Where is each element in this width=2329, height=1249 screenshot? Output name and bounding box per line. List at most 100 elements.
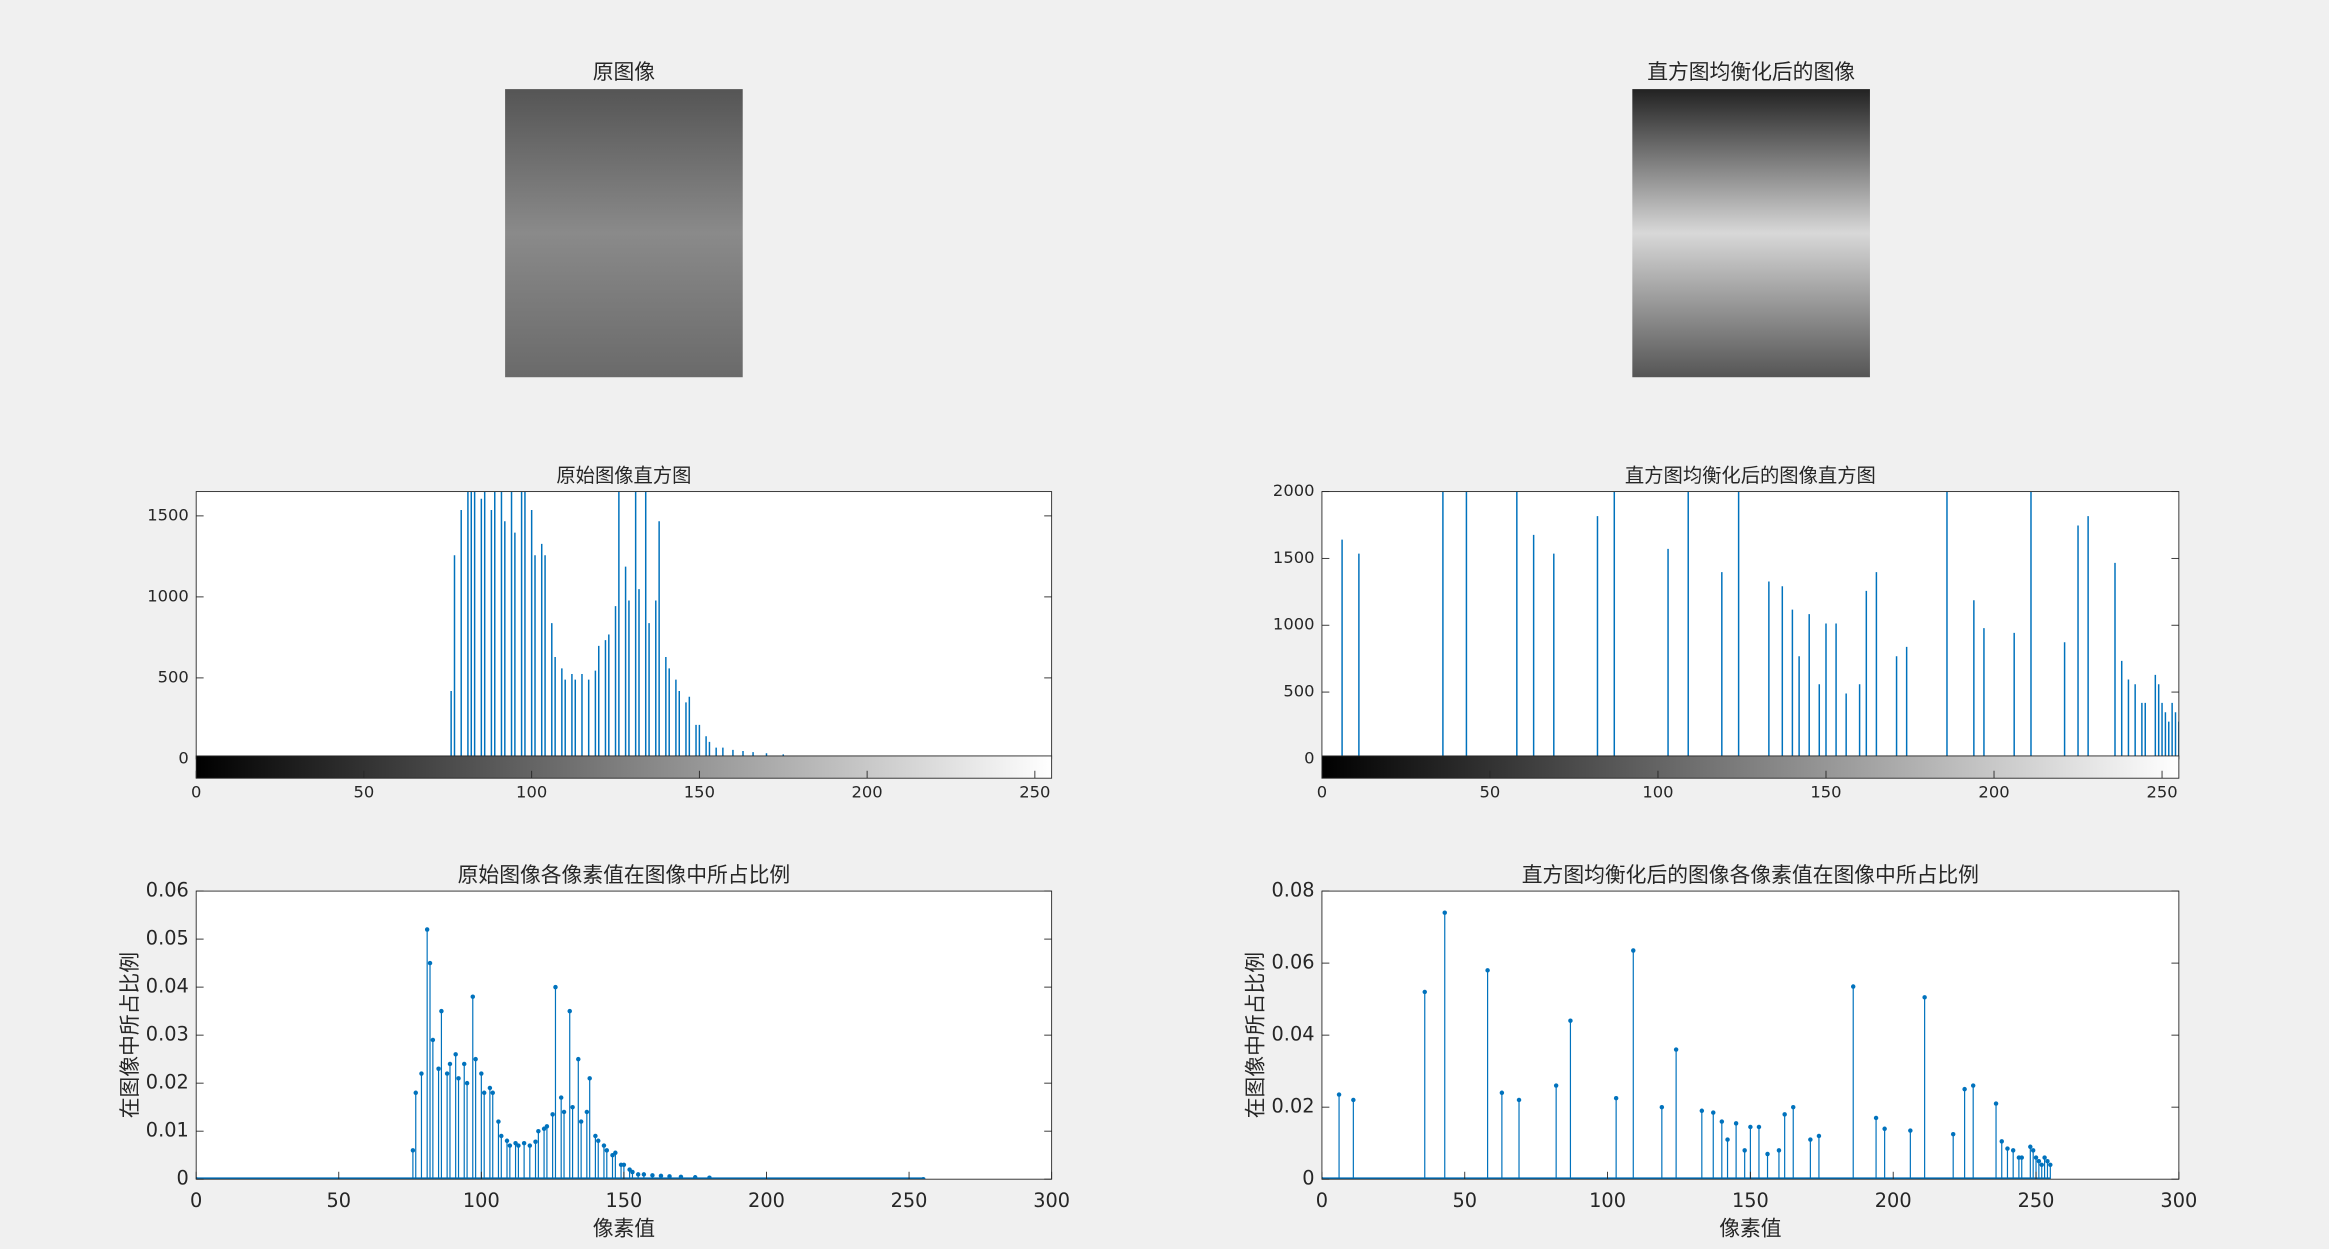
stem-marker: [499, 1133, 504, 1139]
stem-marker: [1553, 1083, 1559, 1088]
stem-marker: [430, 1037, 436, 1043]
x-tick-label: 300: [1033, 1189, 1070, 1212]
x-tick-label: 250: [1019, 783, 1050, 802]
y-tick-label: 1000: [147, 586, 189, 605]
image-title: 直方图均衡化后的图像: [1647, 60, 1855, 84]
x-axis-label: 像素值: [1719, 1217, 1781, 1241]
stem-marker: [593, 1133, 598, 1139]
x-tick-label: 0: [190, 1189, 202, 1212]
stem-marker: [1756, 1124, 1762, 1130]
stem-marker: [667, 1174, 672, 1179]
x-tick-label: 0: [191, 783, 201, 802]
y-tick-label: 0.02: [146, 1071, 189, 1094]
stem-marker: [1321, 1176, 1325, 1180]
stem-marker: [2036, 1158, 2042, 1164]
stem-marker: [1631, 948, 1636, 953]
stem-marker: [604, 1148, 610, 1153]
x-tick-label: 50: [354, 783, 375, 802]
stem-marker: [2033, 1155, 2039, 1160]
x-tick-label: 0: [1316, 1189, 1328, 1212]
stem-marker: [550, 1112, 555, 1117]
stem-marker: [1776, 1148, 1782, 1153]
stem-marker: [439, 1008, 444, 1014]
stem-marker: [470, 994, 476, 999]
stem-marker: [413, 1090, 418, 1095]
x-tick-label: 150: [684, 783, 715, 802]
y-tick-label: 0.02: [1272, 1095, 1315, 1118]
stem-marker: [1613, 1095, 1619, 1101]
stem-marker: [424, 927, 430, 932]
x-tick-label: 50: [1480, 783, 1501, 802]
stem-marker: [462, 1061, 467, 1067]
x-tick-label: 300: [2160, 1189, 2197, 1212]
y-tick-label: 0.04: [146, 975, 189, 998]
stem-marker: [2030, 1148, 2036, 1153]
x-tick-label: 50: [1452, 1189, 1477, 1212]
stem-marker: [1873, 1115, 1879, 1121]
stem-marker: [567, 1008, 572, 1014]
y-tick-label: 1500: [1273, 548, 1315, 567]
axes-title: 原始图像各像素值在图像中所占比例: [458, 863, 791, 887]
stem-marker: [678, 1174, 684, 1180]
x-tick-label: 150: [1810, 783, 1841, 802]
stem-marker: [2042, 1155, 2047, 1160]
stem-marker: [601, 1143, 607, 1148]
stem-marker: [621, 1162, 627, 1168]
stem-marker: [658, 1173, 664, 1179]
stem-marker: [1742, 1148, 1747, 1153]
axes-title: 直方图均衡化后的图像直方图: [1625, 464, 1876, 487]
y-tick-label: 500: [1283, 682, 1314, 701]
stem-marker: [447, 1061, 453, 1067]
x-tick-label: 0: [1317, 783, 1327, 802]
stem-marker: [570, 1104, 575, 1110]
stem-marker: [196, 1176, 199, 1180]
y-tick-label: 0: [176, 1167, 188, 1190]
y-tick-label: 500: [158, 667, 189, 686]
stem-marker: [456, 1076, 461, 1081]
stem-marker: [1442, 910, 1447, 915]
stem-marker: [1962, 1086, 1967, 1092]
plot-area: [450, 491, 801, 759]
stem-marker: [561, 1109, 567, 1115]
y-tick-label: 0.08: [1272, 879, 1315, 902]
stem-marker: [553, 984, 558, 990]
stem-marker: [1422, 989, 1427, 995]
stem-marker: [1999, 1139, 2004, 1144]
x-tick-label: 200: [1978, 783, 2009, 802]
axes-title: 原始图像直方图: [556, 464, 691, 487]
x-tick-label: 50: [326, 1189, 351, 1212]
stem-marker: [419, 1071, 424, 1076]
stem-marker: [1499, 1090, 1505, 1095]
stem-marker: [1351, 1097, 1356, 1103]
x-tick-label: 250: [2018, 1189, 2055, 1212]
stem-marker: [544, 1124, 550, 1129]
stem-marker: [1659, 1104, 1665, 1110]
y-tick-label: 0.03: [146, 1023, 189, 1046]
stem-marker: [444, 1071, 450, 1076]
y-tick-label: 2000: [1273, 481, 1315, 500]
stem-marker: [578, 1119, 584, 1124]
stem-marker: [464, 1080, 470, 1086]
stem-marker: [527, 1143, 533, 1148]
stem-marker: [630, 1169, 635, 1175]
y-tick-label: 1000: [1273, 615, 1315, 634]
x-tick-label: 100: [1642, 783, 1673, 802]
stem-marker: [576, 1056, 581, 1062]
y-axis-label: 在图像中所占比例: [118, 952, 142, 1118]
axes: [196, 491, 1052, 759]
stem-marker: [1485, 968, 1490, 973]
x-tick-label: 150: [1732, 1189, 1769, 1212]
y-tick-label: 0.04: [1272, 1023, 1315, 1046]
y-tick-label: 0.06: [146, 879, 189, 902]
stem-marker: [2028, 1144, 2033, 1150]
stem-marker: [2010, 1148, 2016, 1153]
y-tick-label: 0.05: [146, 927, 189, 950]
y-tick-label: 0: [178, 748, 188, 767]
stem-marker: [1882, 1126, 1887, 1132]
stem-marker: [641, 1172, 647, 1177]
stem-marker: [1516, 1097, 1522, 1103]
stem-marker: [1699, 1108, 1705, 1113]
stem-marker: [427, 960, 433, 966]
stem-marker: [410, 1148, 416, 1153]
axes-title: 直方图均衡化后的图像各像素值在图像中所占比例: [1522, 863, 1979, 887]
